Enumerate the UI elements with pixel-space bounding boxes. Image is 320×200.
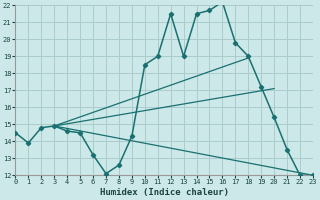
X-axis label: Humidex (Indice chaleur): Humidex (Indice chaleur) [100,188,229,197]
